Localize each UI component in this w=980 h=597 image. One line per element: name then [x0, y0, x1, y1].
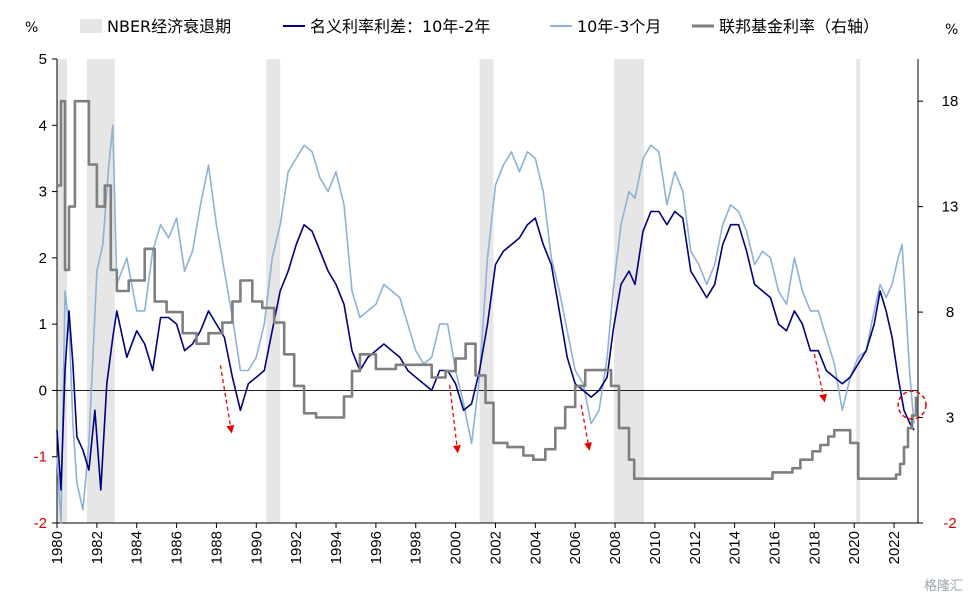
- annotation-arrow-2: [580, 404, 593, 451]
- x-tick-label-18: 2016: [767, 531, 784, 564]
- left-tick-label-0: 5: [39, 51, 47, 68]
- x-tick-label-4: 1988: [208, 531, 225, 564]
- x-tick-label-2: 1984: [129, 531, 146, 564]
- x-tick-label-7: 1994: [328, 531, 345, 564]
- right-tick-label-2: 8: [946, 304, 954, 321]
- x-tick-label-10: 2000: [448, 531, 465, 564]
- x-tick-label-1: 1982: [89, 531, 106, 564]
- right-axis-unit: %: [945, 22, 958, 38]
- left-tick-label-2: 3: [39, 184, 47, 201]
- x-tick-label-6: 1992: [288, 531, 305, 564]
- legend-label-recession: NBER经济衰退期: [107, 17, 231, 36]
- x-axis-ticks: 1980 1982 1984 1986 1988 1990 1992 1994 1996 1998…: [49, 523, 903, 564]
- left-axis-ticks: 5 4 3 2 1 0 -1 -2: [34, 51, 57, 532]
- left-tick-label-6: -1: [34, 449, 47, 466]
- annotation-arrow-1: [448, 385, 461, 454]
- right-tick-label-1: 13: [942, 199, 959, 216]
- watermark-logo: 格隆汇: [924, 578, 963, 594]
- x-tick-label-20: 2020: [846, 531, 863, 564]
- x-tick-label-11: 2002: [488, 531, 505, 564]
- x-tick-label-9: 1998: [408, 531, 425, 564]
- x-tick-label-17: 2014: [727, 531, 744, 564]
- recession-band-3: [479, 59, 494, 523]
- left-tick-label-3: 2: [39, 250, 47, 267]
- left-tick-label-7: -2: [34, 515, 47, 532]
- annotation-arrow-0: [219, 365, 235, 434]
- x-tick-label-3: 1986: [169, 531, 186, 564]
- x-tick-label-12: 2004: [527, 531, 544, 564]
- legend-swatch-recession: [80, 19, 102, 33]
- series-line-0: [56, 210, 915, 491]
- annotations: [219, 353, 927, 454]
- recession-bands: [57, 59, 861, 523]
- x-tick-label-14: 2008: [607, 531, 624, 564]
- legend: NBER经济衰退期 名义利率利差：10年-2年 10年-3个月 联邦基金利率（右…: [80, 17, 879, 36]
- annotation-arrow-3: [813, 353, 827, 403]
- recession-band-0: [57, 59, 67, 523]
- right-axis-ticks: 18 13 8 3 -2: [918, 93, 958, 532]
- recession-band-2: [266, 59, 281, 523]
- left-tick-label-4: 1: [39, 316, 47, 333]
- x-tick-label-21: 2022: [886, 531, 903, 564]
- recession-band-5: [856, 59, 861, 523]
- legend-label-s1: 名义利率利差：10年-2年: [310, 17, 490, 36]
- legend-label-s2: 10年-3个月: [577, 17, 661, 36]
- x-tick-label-5: 1990: [248, 531, 265, 564]
- left-tick-label-1: 4: [39, 117, 47, 134]
- right-tick-label-4: -2: [943, 515, 956, 532]
- legend-label-ff: 联邦基金利率（右轴）: [719, 17, 879, 36]
- x-tick-label-15: 2010: [647, 531, 664, 564]
- x-tick-label-8: 1996: [368, 531, 385, 564]
- right-tick-label-3: 3: [946, 410, 954, 427]
- left-tick-label-5: 0: [39, 382, 47, 399]
- left-axis-unit: %: [25, 20, 38, 36]
- x-tick-label-16: 2012: [687, 531, 704, 564]
- series-line-2: [57, 99, 918, 480]
- x-tick-label-13: 2006: [567, 531, 584, 564]
- right-tick-label-0: 18: [942, 93, 959, 110]
- annotation-circle: [897, 390, 927, 420]
- series-lines: [56, 99, 918, 524]
- series-line-1: [56, 124, 915, 524]
- x-tick-label-19: 2018: [806, 531, 823, 564]
- x-tick-label-0: 1980: [49, 531, 66, 564]
